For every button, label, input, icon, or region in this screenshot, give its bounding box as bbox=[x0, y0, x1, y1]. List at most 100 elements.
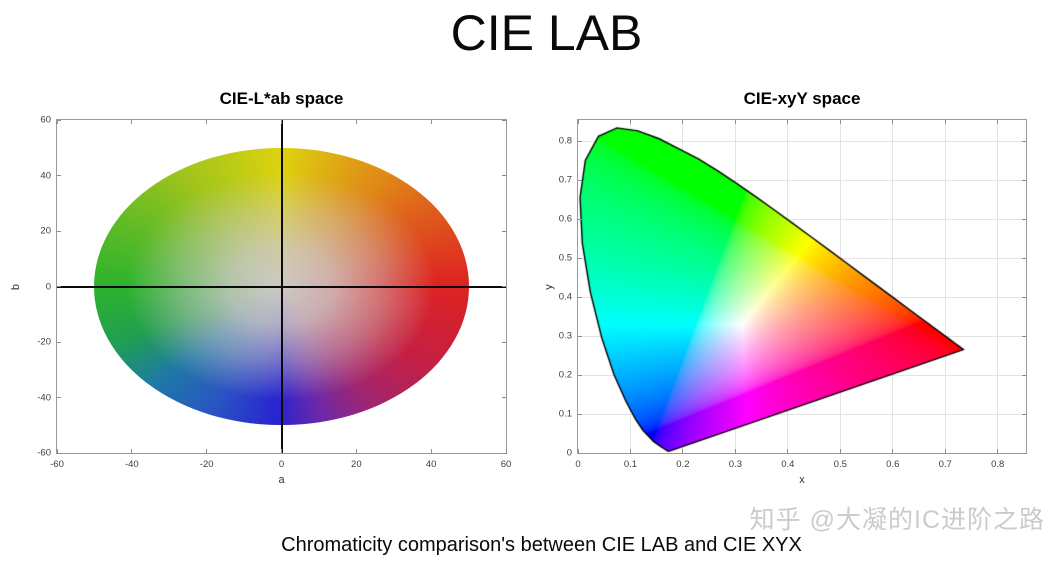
y-tick-label: 0.7 bbox=[558, 174, 572, 186]
x-tick-mark bbox=[839, 120, 841, 124]
y-tick-mark bbox=[57, 230, 61, 232]
x-tick-mark bbox=[629, 449, 631, 453]
x-tick-mark bbox=[944, 449, 946, 453]
y-tick-mark bbox=[1022, 413, 1026, 415]
xyy-x-axis-label: x bbox=[799, 474, 805, 486]
y-tick-mark bbox=[1022, 374, 1026, 376]
x-tick-label: -20 bbox=[199, 459, 214, 470]
y-tick-mark bbox=[502, 397, 506, 398]
x-tick-label: 60 bbox=[500, 459, 512, 470]
watermark-text: 知乎 @大凝的IC进阶之路 bbox=[749, 506, 1045, 534]
x-tick-mark bbox=[281, 449, 282, 453]
lab-plot-area: CIE-L*ab space a b -60 -40 -20 0 20 40 60 -60 -4… bbox=[10, 89, 511, 486]
y-tick-mark bbox=[1022, 218, 1026, 220]
y-tick-mark bbox=[1022, 335, 1026, 337]
y-tick-mark bbox=[1022, 296, 1026, 298]
lab-plot-title: CIE-L*ab space bbox=[219, 89, 344, 108]
y-tick-mark bbox=[502, 230, 506, 232]
y-tick-label: 0.8 bbox=[558, 135, 572, 147]
y-tick-mark bbox=[502, 452, 506, 454]
y-tick-mark bbox=[57, 397, 61, 398]
y-tick-mark bbox=[578, 140, 582, 142]
y-tick-label: 0.1 bbox=[558, 408, 572, 420]
x-tick-label: 40 bbox=[425, 459, 437, 470]
y-tick-mark bbox=[578, 179, 582, 181]
x-tick-mark bbox=[892, 120, 894, 124]
x-tick-label: 0.3 bbox=[728, 459, 742, 470]
x-tick-mark bbox=[56, 449, 58, 453]
x-tick-label: 0.7 bbox=[938, 459, 952, 470]
y-tick-mark bbox=[57, 452, 61, 454]
y-tick-mark bbox=[578, 296, 582, 298]
y-tick-mark bbox=[578, 374, 582, 376]
x-tick-mark bbox=[839, 449, 841, 453]
lab-horizontal-axis-line bbox=[57, 285, 506, 288]
xyy-plot-area: CIE-xyY space x y 0 0.1 0.2 0.3 0.4 0.5 0.6 0.7… bbox=[543, 89, 1027, 486]
x-tick-mark bbox=[355, 120, 357, 124]
y-tick-label: 0.4 bbox=[558, 291, 572, 303]
xyy-y-axis-label: y bbox=[542, 283, 555, 290]
y-tick-label: 0 bbox=[566, 447, 572, 459]
y-tick-mark bbox=[578, 218, 582, 220]
x-tick-mark bbox=[355, 449, 357, 453]
x-tick-mark bbox=[131, 449, 133, 453]
x-tick-mark bbox=[206, 449, 208, 453]
x-tick-mark bbox=[505, 120, 507, 124]
x-tick-label: 0.1 bbox=[623, 459, 638, 470]
x-tick-mark bbox=[944, 120, 946, 124]
y-tick-mark bbox=[57, 286, 61, 287]
lab-x-axis-label: a bbox=[278, 474, 285, 486]
y-tick-mark bbox=[1022, 179, 1026, 181]
x-tick-mark bbox=[682, 120, 684, 124]
x-tick-mark bbox=[505, 449, 507, 453]
x-tick-label: 0.4 bbox=[781, 459, 795, 470]
y-tick-mark bbox=[502, 119, 506, 121]
x-tick-mark bbox=[997, 120, 999, 124]
x-tick-label: 20 bbox=[351, 459, 362, 470]
x-tick-mark bbox=[682, 449, 684, 453]
y-tick-mark bbox=[578, 335, 582, 337]
x-tick-label: 0 bbox=[278, 459, 285, 470]
y-tick-mark bbox=[1022, 257, 1026, 259]
y-tick-label: 40 bbox=[40, 170, 51, 181]
y-tick-mark bbox=[502, 286, 506, 287]
y-tick-mark bbox=[578, 257, 582, 259]
y-tick-mark bbox=[502, 341, 506, 343]
x-tick-mark bbox=[131, 120, 133, 124]
x-tick-mark bbox=[430, 449, 432, 453]
y-tick-label: 0.5 bbox=[558, 252, 572, 264]
figure-caption: Chromaticity comparison's between CIE LA… bbox=[281, 534, 802, 556]
x-tick-mark bbox=[787, 120, 789, 124]
x-tick-label: 0.5 bbox=[833, 459, 847, 470]
y-tick-mark bbox=[1022, 452, 1026, 454]
x-tick-mark bbox=[56, 120, 58, 124]
x-tick-mark bbox=[430, 120, 432, 124]
x-tick-mark bbox=[629, 120, 631, 124]
x-tick-label: 0.2 bbox=[676, 459, 690, 470]
x-tick-mark bbox=[892, 449, 894, 453]
y-tick-label: 0.3 bbox=[558, 330, 572, 342]
y-tick-mark bbox=[57, 341, 61, 343]
y-tick-label: 0.6 bbox=[558, 213, 572, 225]
x-tick-mark bbox=[577, 120, 579, 124]
x-tick-mark bbox=[734, 449, 736, 453]
y-tick-label: -60 bbox=[37, 447, 51, 459]
y-tick-label: 60 bbox=[40, 114, 51, 126]
x-tick-label: -40 bbox=[124, 459, 139, 470]
xyy-plot-title: CIE-xyY space bbox=[743, 89, 861, 108]
x-tick-label: 0.6 bbox=[886, 459, 900, 470]
y-tick-label: -40 bbox=[37, 392, 51, 403]
x-tick-mark bbox=[997, 449, 999, 453]
x-tick-mark bbox=[787, 449, 789, 453]
x-tick-mark bbox=[577, 449, 579, 453]
y-tick-mark bbox=[57, 119, 61, 121]
y-tick-label: 0 bbox=[45, 281, 51, 292]
y-tick-mark bbox=[578, 413, 582, 415]
x-tick-label: -60 bbox=[50, 459, 64, 470]
page-title: CIE LAB bbox=[450, 5, 643, 61]
x-tick-mark bbox=[206, 120, 208, 124]
x-tick-label: 0 bbox=[575, 459, 581, 470]
y-tick-mark bbox=[578, 452, 582, 454]
x-tick-label: 0.8 bbox=[991, 459, 1005, 470]
